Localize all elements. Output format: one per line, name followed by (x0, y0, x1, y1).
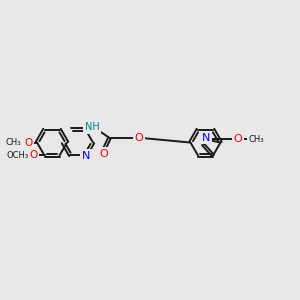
Text: O: O (135, 133, 144, 143)
Text: NH: NH (85, 122, 100, 132)
Text: O: O (24, 137, 32, 148)
Text: CH₃: CH₃ (6, 138, 21, 147)
Text: OCH₃: OCH₃ (7, 151, 28, 160)
Text: N: N (202, 133, 210, 142)
Text: O: O (29, 151, 37, 160)
Text: N: N (82, 151, 90, 161)
Text: O: O (99, 148, 108, 158)
Text: O: O (233, 134, 242, 144)
Text: CH₃: CH₃ (248, 135, 264, 144)
